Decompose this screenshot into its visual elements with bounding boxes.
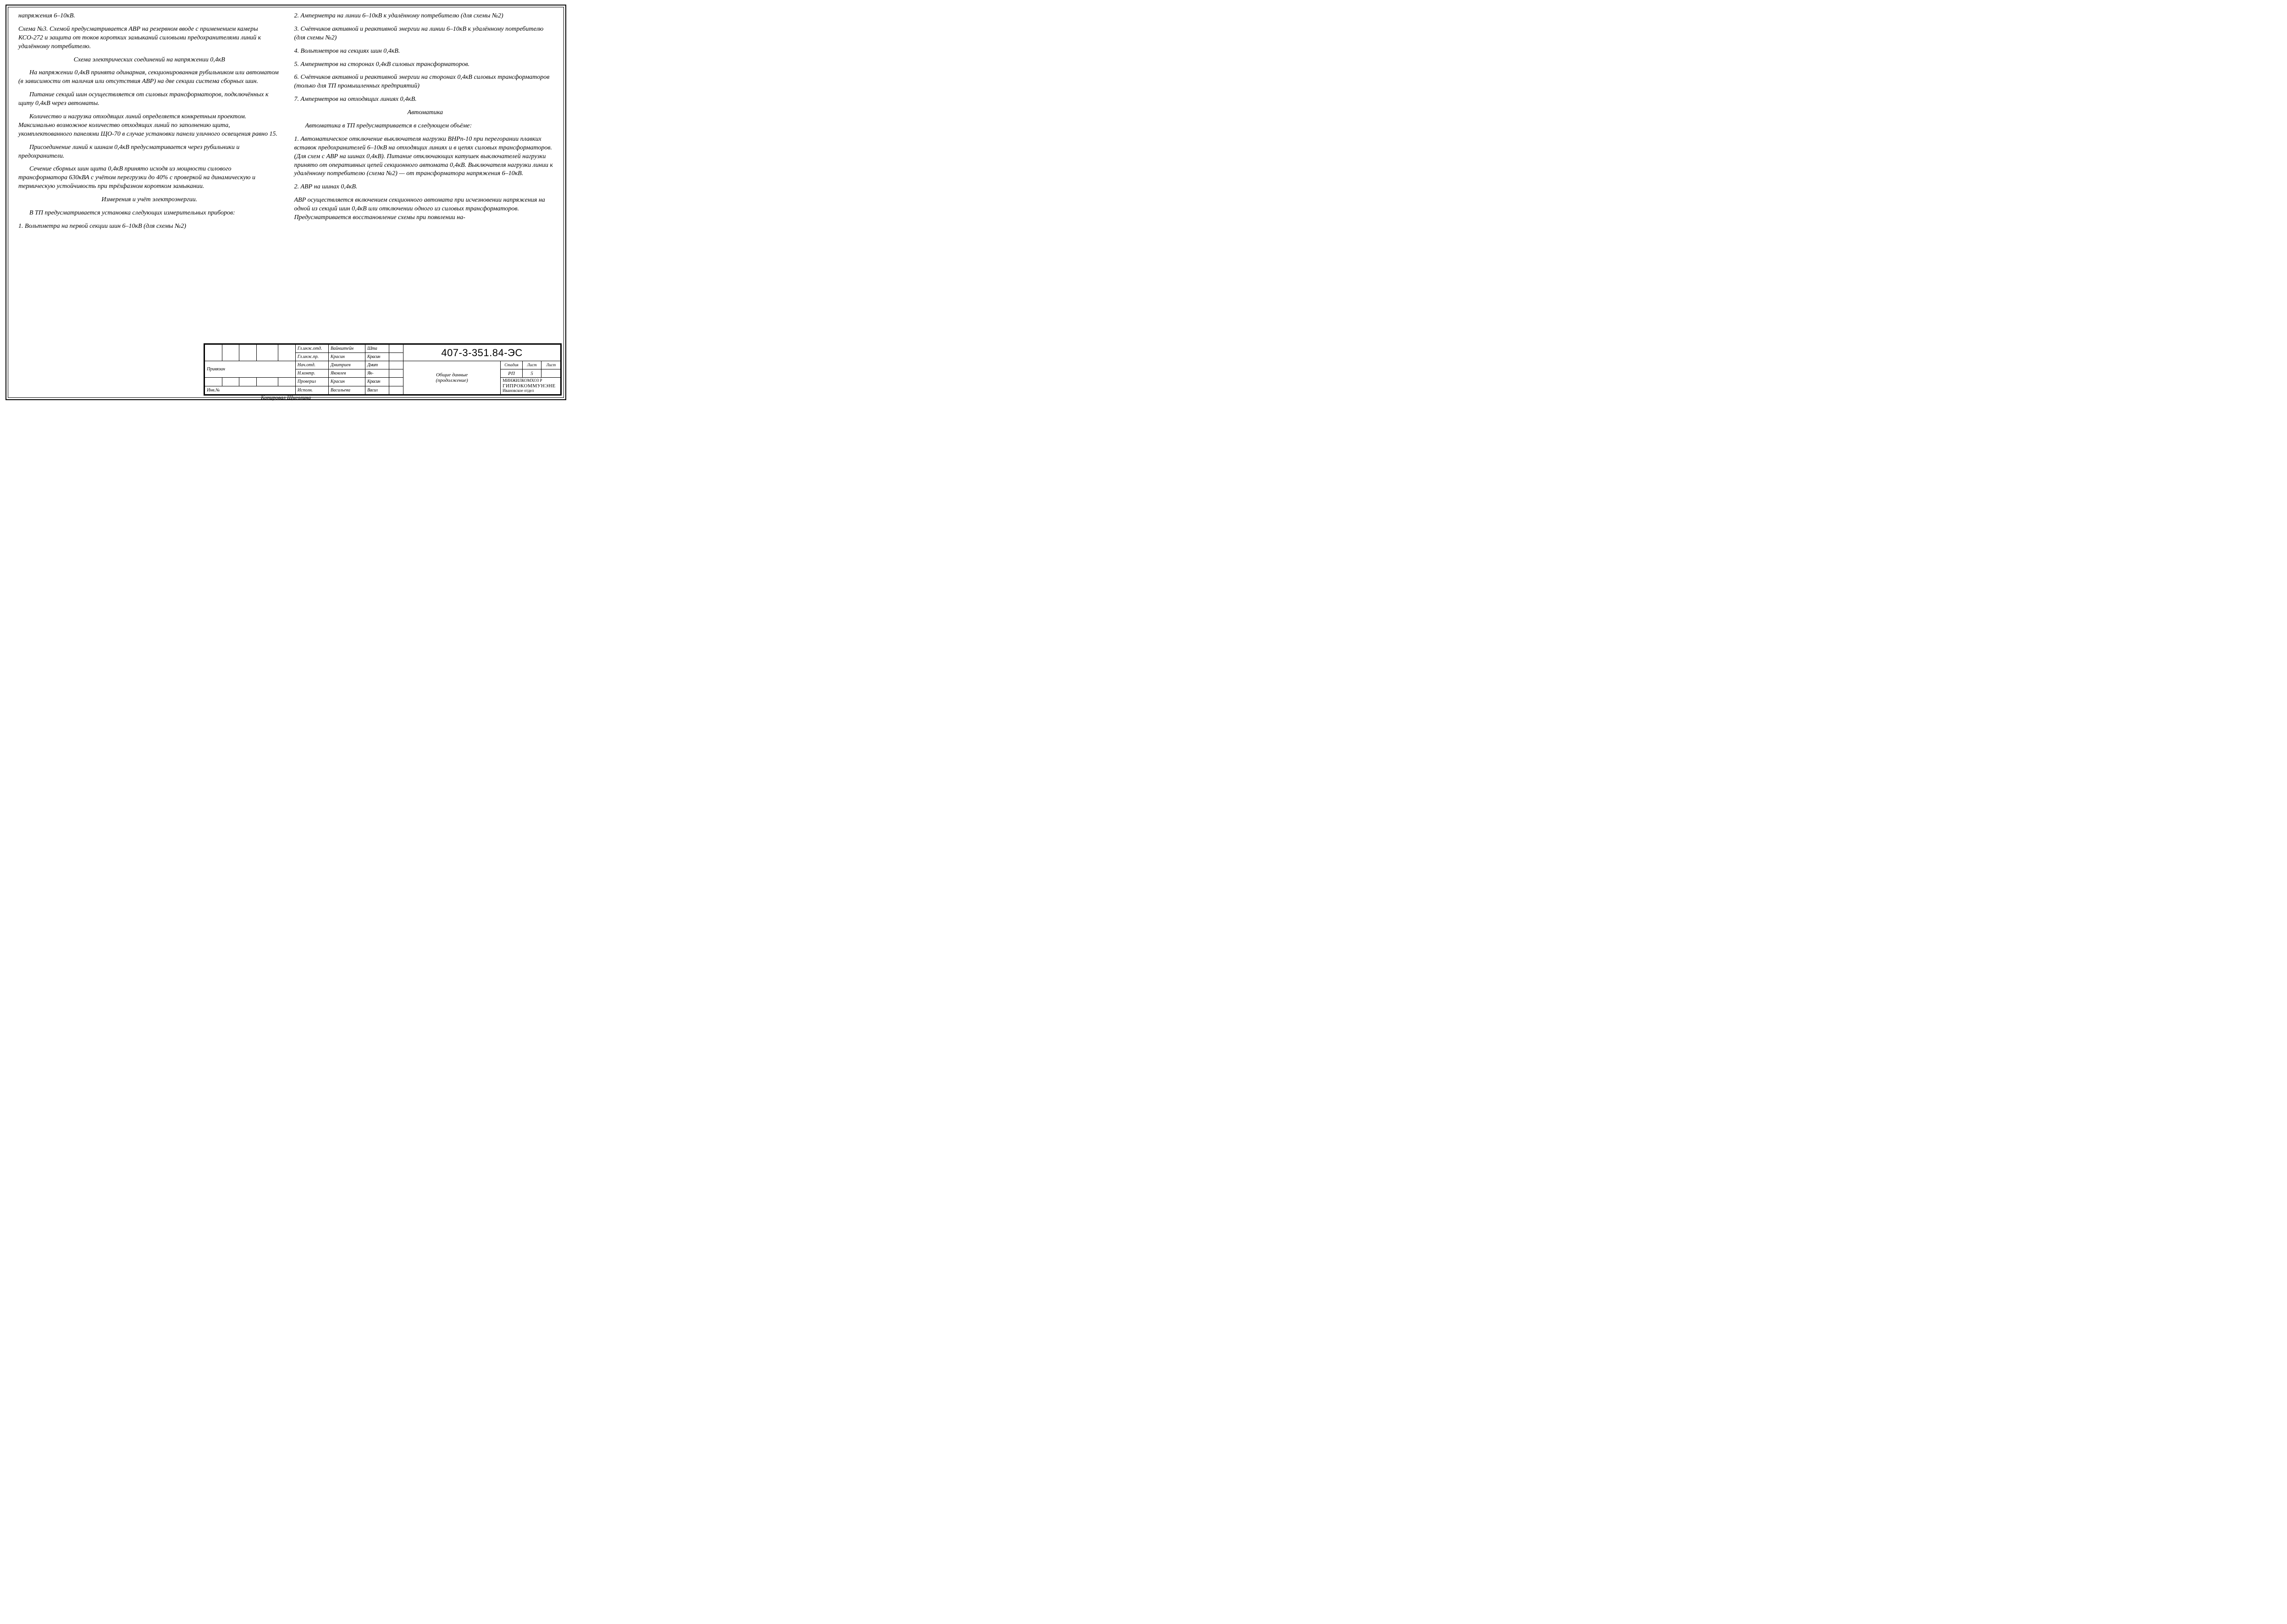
heading: Автоматика: [294, 109, 557, 117]
para: напряжения 6–10кВ.: [18, 12, 281, 21]
role-label: Проверил: [295, 378, 328, 386]
role-label: Исполн.: [295, 386, 328, 394]
para: Присоединение линий к шинам 0,4кВ предус…: [18, 143, 281, 161]
column-left: напряжения 6–10кВ. Схема №3. Схемой пред…: [18, 12, 281, 312]
doc-title-1: Общие данные: [405, 372, 498, 378]
document-number: 407-3-351.84-ЭС: [403, 345, 561, 361]
role-name: Вайнштейн: [328, 345, 365, 353]
role-sign: Шта: [365, 345, 389, 353]
para: Автоматика в ТП предусматривается в след…: [294, 122, 557, 131]
org-line: МИНЖИЛКОМХОЗ Р: [503, 379, 558, 383]
role-sign: Як-: [365, 369, 389, 378]
role-label: Нач.отд.: [295, 361, 328, 369]
outer-frame: напряжения 6–10кВ. Схема №3. Схемой пред…: [6, 5, 566, 400]
list-item: 4. Вольтметров на секциях шин 0,4кВ.: [294, 47, 557, 56]
sheets-header: Лист: [541, 361, 561, 369]
role-label: Н.контр.: [295, 369, 328, 378]
para: Количество и нагрузка отходящих линий оп…: [18, 113, 281, 139]
org-line: Ивановское отдел: [503, 389, 558, 393]
role-label: Гл.инж.пр.: [295, 353, 328, 361]
heading: Схема электрических соединений на напряж…: [18, 56, 281, 65]
stage-header: Стадия: [501, 361, 523, 369]
role-name: Дмитриев: [328, 361, 365, 369]
list-item: 1. Автоматическое отключение выключателя…: [294, 135, 557, 178]
list-item: 3. Счётчиков активной и реактивной энерг…: [294, 25, 557, 43]
role-sign: Дмит: [365, 361, 389, 369]
title-block-table: Гл.инж.отд. Вайнштейн Шта 407-3-351.84-Э…: [204, 344, 561, 395]
text-columns: напряжения 6–10кВ. Схема №3. Схемой пред…: [18, 12, 556, 312]
role-name: Красин: [328, 378, 365, 386]
role-sign: Красин: [365, 353, 389, 361]
doc-title-2: (продолжение): [405, 378, 498, 383]
org-block: МИНЖИЛКОМХОЗ Р ГИПРОКОММУНЭНЕ Ивановское…: [501, 378, 561, 395]
list-item: 2. Амперметра на линии 6–10кВ к удалённо…: [294, 12, 557, 21]
doc-title: Общие данные (продолжение): [403, 361, 501, 395]
footer-copied-by: Копировал Щиголина: [261, 394, 311, 401]
role-name: Красин: [328, 353, 365, 361]
role-sign: Красин: [365, 378, 389, 386]
para: АВР осуществляется включением секционног…: [294, 196, 557, 222]
list-item: 2. АВР на шинах 0,4кВ.: [294, 183, 557, 192]
para: В ТП предусматривается установка следующ…: [18, 209, 281, 218]
role-label: Гл.инж.отд.: [295, 345, 328, 353]
inv-no: Инв.№: [205, 386, 296, 394]
title-block: Гл.инж.отд. Вайнштейн Шта 407-3-351.84-Э…: [204, 343, 562, 396]
para: На напряжении 0,4кВ принята одинарная, с…: [18, 69, 281, 86]
column-right: 2. Амперметра на линии 6–10кВ к удалённо…: [294, 12, 557, 312]
para: Сечение сборных шин щита 0,4кВ принято и…: [18, 165, 281, 191]
para: Схема №3. Схемой предусматривается АВР н…: [18, 25, 281, 51]
sheet-header: Лист: [522, 361, 541, 369]
sheet-value: 5: [522, 369, 541, 378]
stage-value: РП: [501, 369, 523, 378]
list-item: 6. Счётчиков активной и реактивной энерг…: [294, 73, 557, 91]
list-item: 5. Амперметров на сторонах 0,4кВ силовых…: [294, 61, 557, 69]
list-item: 1. Вольтметра на первой секции шин 6–10к…: [18, 222, 281, 231]
role-name: Васильева: [328, 386, 365, 394]
role-sign: Васил: [365, 386, 389, 394]
para: Питание секций шин осуществляется от сил…: [18, 91, 281, 108]
rev-header: Привязан: [205, 361, 296, 378]
role-name: Яковлев: [328, 369, 365, 378]
list-item: 7. Амперметров на отходящих линиях 0,4кВ…: [294, 95, 557, 104]
heading: Измерения и учёт электроэнергии.: [18, 196, 281, 204]
